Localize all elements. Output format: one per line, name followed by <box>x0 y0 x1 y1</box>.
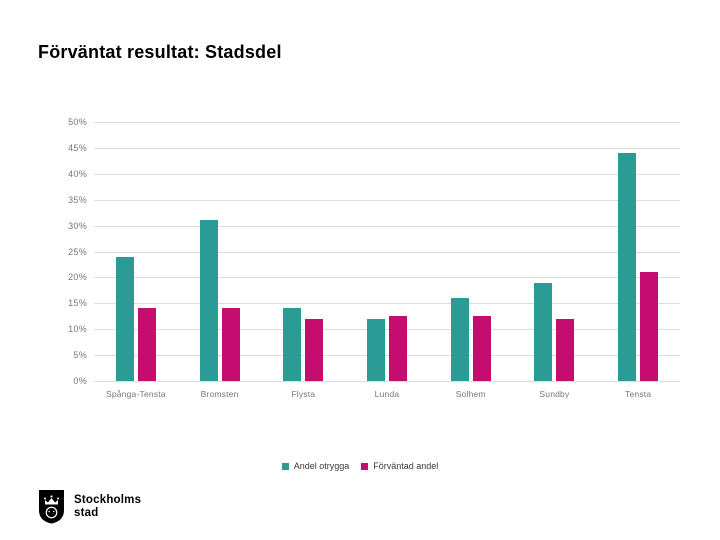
y-axis-tick-label: 40% <box>68 168 87 179</box>
bar-forvantad-andel <box>556 318 575 381</box>
st-erik-shield-icon <box>39 490 64 524</box>
bar-forvantad-andel <box>389 316 407 381</box>
gridline <box>94 303 680 305</box>
slide-title: Förväntat resultat: Stadsdel <box>38 42 282 62</box>
y-axis-tick-label: 5% <box>73 350 87 361</box>
bar-forvantad-andel <box>472 316 491 381</box>
gridline <box>94 173 680 175</box>
x-axis-category-label: Sundby <box>539 389 570 399</box>
x-axis-category-label: Lunda <box>374 389 400 399</box>
bar-andel-otrygga <box>283 308 302 381</box>
gridline <box>94 381 680 382</box>
stockholms-stad-logo: Stockholms stad <box>38 489 141 524</box>
bar-andel-otrygga <box>199 220 218 381</box>
bar-andel-otrygga <box>450 298 469 381</box>
legend-item: Förväntad andel <box>361 461 438 471</box>
logo-wordmark: Stockholms stad <box>74 494 141 519</box>
gridline <box>94 122 680 123</box>
y-axis-tick-label: 15% <box>68 298 87 309</box>
y-axis-tick-label: 50% <box>68 117 87 127</box>
logo-line1: Stockholms <box>74 494 142 507</box>
gridline <box>94 225 680 227</box>
x-axis-category-label: Spånga-Tensta <box>105 389 166 399</box>
gridline <box>94 147 680 149</box>
x-axis-category-label: Solhem <box>455 389 486 399</box>
bar-forvantad-andel <box>640 272 659 381</box>
y-axis-tick-label: 30% <box>68 220 87 231</box>
x-axis-category-label: Bromsten <box>200 389 239 399</box>
bar-andel-otrygga <box>115 256 134 381</box>
bar-andel-otrygga <box>534 282 553 381</box>
y-axis-tick-label: 10% <box>68 324 87 335</box>
legend-item: Andel otrygga <box>281 461 350 471</box>
y-axis-tick-label: 45% <box>68 142 87 153</box>
y-axis-tick-label: 35% <box>68 194 87 205</box>
bar-forvantad-andel <box>305 318 324 381</box>
logo-line2: stad <box>74 506 99 519</box>
legend-swatch-icon <box>361 462 369 470</box>
y-axis-tick-label: 20% <box>68 272 87 283</box>
bar-forvantad-andel <box>137 308 156 381</box>
bar-andel-otrygga <box>618 153 637 381</box>
legend-label: Andel otrygga <box>293 461 350 471</box>
chart-legend: Andel otrygga Förväntad andel <box>0 461 720 471</box>
y-axis-tick-label: 25% <box>68 246 87 257</box>
x-axis-category-label: Tensta <box>625 389 652 399</box>
gridline <box>94 277 680 279</box>
y-axis-tick-label: 0% <box>73 376 87 386</box>
gridline <box>94 355 680 357</box>
legend-label: Förväntad andel <box>373 461 439 471</box>
x-axis-category-label: Flysta <box>291 389 316 399</box>
bar-andel-otrygga <box>367 318 385 381</box>
gridline <box>94 251 680 253</box>
gridline <box>94 199 680 201</box>
legend-swatch-icon <box>281 462 289 470</box>
bar-forvantad-andel <box>221 308 240 381</box>
gridline <box>94 329 680 331</box>
